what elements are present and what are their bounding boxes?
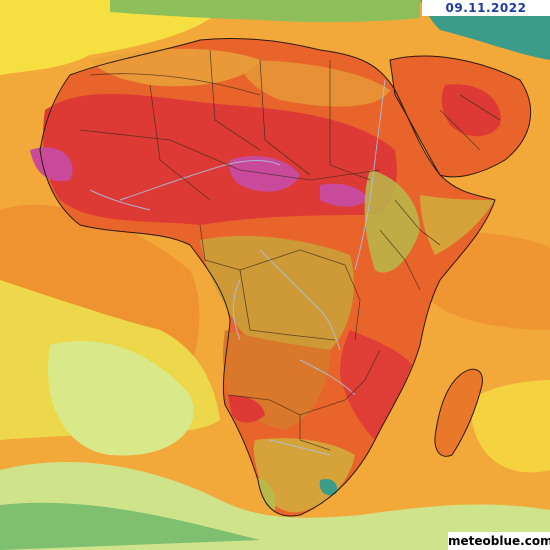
libya-egypt-zone [240,60,390,107]
ocean-very-cold-south [0,502,260,550]
ocean-cold-atlantic [48,341,194,456]
sahara-hot-zone [43,93,397,225]
sudan-extreme-zone [320,183,368,207]
rivers [89,79,386,456]
arabia-hot-zone [441,84,501,137]
horn-of-africa-zone [420,195,495,255]
arabia-coastline [389,55,532,178]
lesotho-cool-zone [319,478,338,496]
cape-cool-zone [258,478,276,511]
europe-landmass [110,0,420,23]
madagascar-landmass [434,369,483,457]
brand-watermark: meteoblue.com [448,532,550,550]
mozambique-hot-zone [340,330,412,440]
namibia-hot-zone [228,395,265,423]
ocean-indian-cool [470,380,550,473]
ocean-cool-north [0,0,230,75]
date-badge: 09.11.2022 [422,0,550,16]
country-borders [79,49,501,451]
coastline [39,37,496,517]
east-africa-highlands [364,170,420,273]
madagascar-coastline [434,368,483,457]
maghreb-mild-zone [90,48,260,87]
congo-basin-zone [200,235,354,354]
